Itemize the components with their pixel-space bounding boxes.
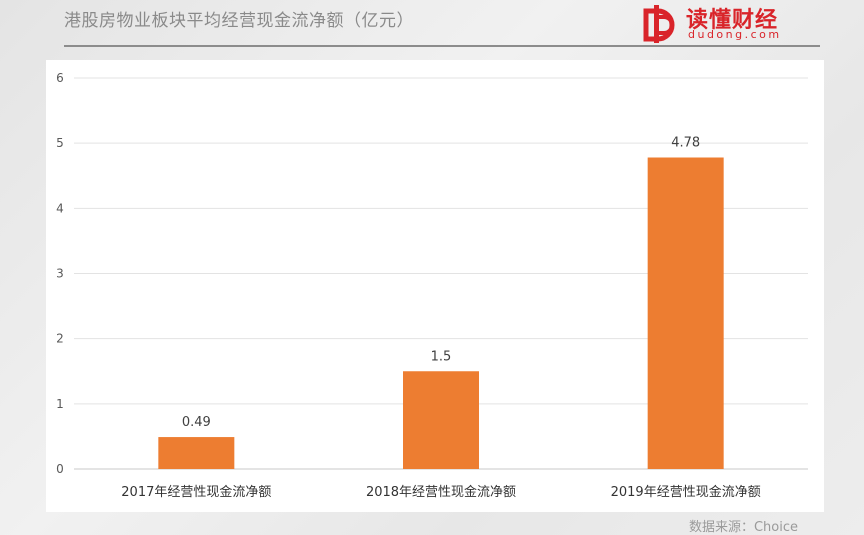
header-divider	[64, 45, 820, 47]
y-tick-label: 3	[56, 267, 64, 281]
logo-text: 读懂财经	[686, 7, 779, 33]
logo: 读懂财经 dudong.com	[640, 0, 830, 46]
data-label: 1.5	[431, 349, 452, 364]
bar	[158, 437, 235, 469]
dudong-logo-icon	[643, 5, 675, 43]
data-label: 4.78	[671, 136, 700, 151]
x-tick-label: 2017年经营性现金流净额	[121, 484, 271, 500]
bar-chart: 0 1 2 3 4 5 6 0.49 2017年经营性现金流净额 1.5 2018年经营性现金流净额…	[56, 71, 808, 500]
data-label: 0.49	[182, 415, 211, 430]
bar	[647, 157, 724, 469]
y-tick-label: 1	[56, 397, 64, 411]
y-tick-label: 6	[56, 71, 64, 85]
y-tick-label: 5	[56, 136, 64, 150]
chart-title: 港股房物业板块平均经营现金流净额（亿元）	[64, 11, 414, 31]
logo-domain: dudong.com	[688, 28, 782, 41]
y-tick-label: 4	[56, 201, 64, 215]
x-tick-label: 2018年经营性现金流净额	[366, 484, 516, 500]
y-tick-label: 0	[56, 462, 64, 476]
x-tick-label: 2019年经营性现金流净额	[611, 484, 761, 500]
bar	[403, 371, 479, 469]
y-tick-label: 2	[56, 332, 64, 346]
chart-panel: 0 1 2 3 4 5 6 0.49 2017年经营性现金流净额 1.5 2018年经营性现金流净额…	[46, 60, 824, 512]
data-source: 数据来源：Choice	[688, 520, 798, 535]
